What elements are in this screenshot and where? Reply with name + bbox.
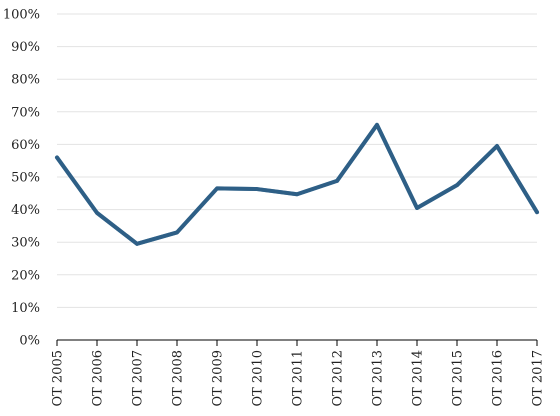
data-point — [375, 123, 379, 127]
series-line — [55, 122, 539, 246]
series-layer — [55, 122, 539, 246]
y-tick-label: 60% — [11, 138, 40, 153]
data-point — [415, 206, 419, 210]
data-point — [455, 183, 459, 187]
x-tick-label: OT 2005 — [51, 350, 66, 407]
x-tick-label: OT 2006 — [91, 350, 106, 407]
y-tick-label: 30% — [11, 236, 40, 251]
grid-layer — [57, 13, 537, 308]
x-tick-label: OT 2010 — [251, 350, 266, 407]
data-point — [135, 242, 139, 246]
data-point — [295, 192, 299, 197]
x-tick-label: OT 2013 — [371, 350, 386, 407]
x-axis: OT 2005 OT 2006 OT 2007 OT 2008 OT 2009 OT 20… — [51, 339, 546, 407]
y-tick-label: 70% — [11, 105, 40, 120]
y-tick-label: 80% — [11, 73, 40, 88]
x-tick-label: OT 2012 — [331, 350, 346, 407]
data-point — [175, 230, 179, 235]
x-tick-label: OT 2017 — [531, 350, 546, 407]
y-tick-label: 0% — [19, 334, 40, 349]
y-tick-label: 20% — [11, 268, 40, 283]
y-tick-label: 40% — [11, 203, 40, 218]
data-point — [535, 210, 539, 215]
data-point — [255, 187, 259, 191]
x-tick-label: OT 2011 — [291, 350, 306, 407]
data-point — [95, 211, 99, 215]
x-tick-label: OT 2016 — [491, 350, 506, 407]
y-tick-label: 100% — [3, 8, 40, 23]
data-point — [495, 144, 499, 148]
x-tick-label: OT 2007 — [131, 350, 146, 407]
data-point — [215, 186, 219, 191]
series-line-outline — [55, 122, 539, 246]
y-tick-label: 90% — [11, 40, 40, 55]
data-point — [335, 179, 339, 183]
y-tick-label: 50% — [11, 171, 40, 186]
data-point — [55, 155, 59, 160]
x-tick-label: OT 2014 — [411, 350, 426, 407]
y-tick-label: 10% — [11, 301, 40, 316]
x-tick-label: OT 2015 — [451, 350, 466, 407]
x-tick-label: OT 2008 — [171, 350, 186, 407]
y-axis: 0% 10% 20% 30% 40% 50% 60% 70% 80% 90% 100% — [3, 8, 40, 349]
x-tick-label: OT 2009 — [211, 350, 226, 407]
